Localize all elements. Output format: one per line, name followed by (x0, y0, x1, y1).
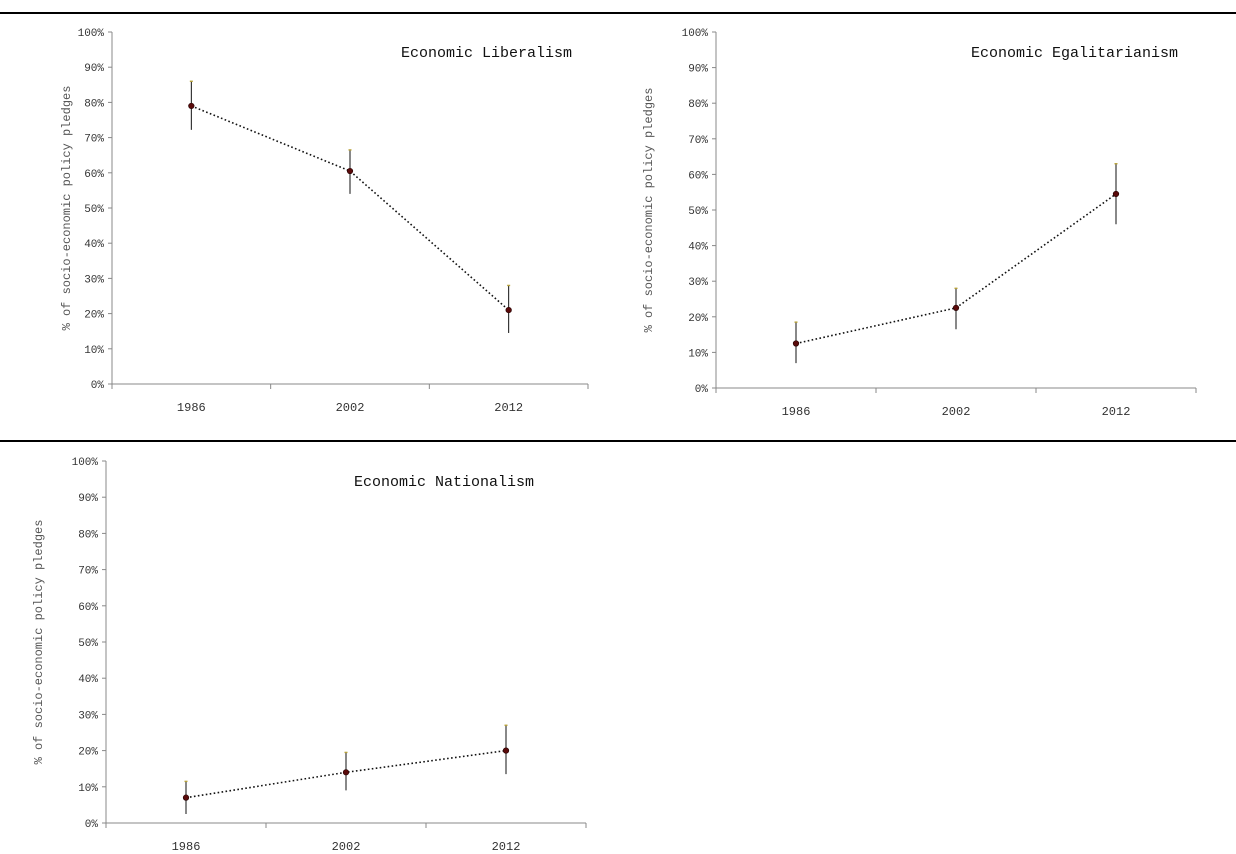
y-tick-label: 60% (78, 602, 98, 614)
x-tick-label: 2012 (492, 840, 521, 854)
y-tick-label: 0% (91, 380, 105, 392)
data-point (502, 747, 510, 754)
data-point (342, 769, 350, 776)
y-tick-label: 30% (78, 710, 98, 722)
y-tick-label: 0% (695, 384, 709, 396)
data-point (182, 794, 190, 801)
y-axis-title: % of socio-economic policy pledges (642, 88, 656, 333)
series-line (191, 105, 510, 311)
y-tick-label: 90% (688, 64, 708, 76)
chart-title: Economic Egalitarianism (971, 45, 1178, 62)
y-tick-label: 40% (688, 242, 708, 254)
x-tick-label: 2002 (336, 401, 365, 415)
y-tick-label: 10% (84, 345, 104, 357)
x-tick-label: 1986 (172, 840, 201, 854)
y-tick-label: 20% (688, 313, 708, 325)
x-tick-label: 1986 (782, 405, 811, 419)
data-point (792, 340, 800, 347)
y-tick-label: 10% (78, 783, 98, 795)
y-tick-label: 70% (84, 134, 104, 146)
chart-title: Economic Nationalism (354, 474, 534, 491)
x-tick-label: 2012 (494, 401, 523, 415)
chart-panel-2: 0% 10% 20% 30% 40% 50% 60% 70% 80% 90% 100% 1986 200… (642, 28, 1197, 419)
y-tick-label: 70% (78, 566, 98, 578)
chart-panel-3: 0% 10% 20% 30% 40% 50% 60% 70% 80% 90% 100% 1986 200… (32, 457, 587, 854)
chart-panel-1: 0% 10% 20% 30% 40% 50% 60% 70% 80% 90% 100% 1986 200… (60, 28, 589, 415)
y-tick-label: 20% (78, 747, 98, 759)
separator-line-top (0, 12, 1236, 14)
y-tick-label: 0% (85, 819, 99, 831)
y-tick-label: 80% (78, 529, 98, 541)
y-axis-title: % of socio-economic policy pledges (32, 520, 46, 765)
y-tick-label: 80% (84, 98, 104, 110)
data-point (1112, 190, 1120, 198)
data-point (346, 167, 354, 175)
y-tick-label: 40% (78, 674, 98, 686)
data-point (505, 306, 512, 314)
y-tick-label: 50% (78, 638, 98, 650)
data-point (188, 102, 195, 110)
y-tick-label: 100% (72, 457, 99, 469)
x-tick-label: 1986 (177, 401, 206, 415)
y-tick-label: 20% (84, 310, 104, 322)
y-tick-label: 60% (84, 169, 104, 181)
y-tick-label: 70% (688, 135, 708, 147)
y-tick-label: 100% (78, 28, 105, 40)
y-tick-label: 10% (688, 348, 708, 360)
y-tick-label: 30% (84, 274, 104, 286)
y-tick-label: 60% (688, 170, 708, 182)
y-tick-label: 80% (688, 99, 708, 111)
x-tick-label: 2012 (1102, 405, 1131, 419)
y-tick-label: 90% (78, 493, 98, 505)
chart-title: Economic Liberalism (401, 45, 572, 62)
y-axis-title: % of socio-economic policy pledges (60, 86, 74, 331)
y-tick-label: 40% (84, 239, 104, 251)
x-tick-label: 2002 (942, 405, 971, 419)
y-tick-label: 50% (688, 206, 708, 218)
y-tick-label: 90% (84, 63, 104, 75)
separator-line-middle (0, 440, 1236, 442)
data-point (952, 304, 960, 312)
y-tick-label: 50% (84, 204, 104, 216)
y-tick-label: 100% (682, 28, 709, 40)
x-tick-label: 2002 (332, 840, 361, 854)
y-tick-label: 30% (688, 277, 708, 289)
